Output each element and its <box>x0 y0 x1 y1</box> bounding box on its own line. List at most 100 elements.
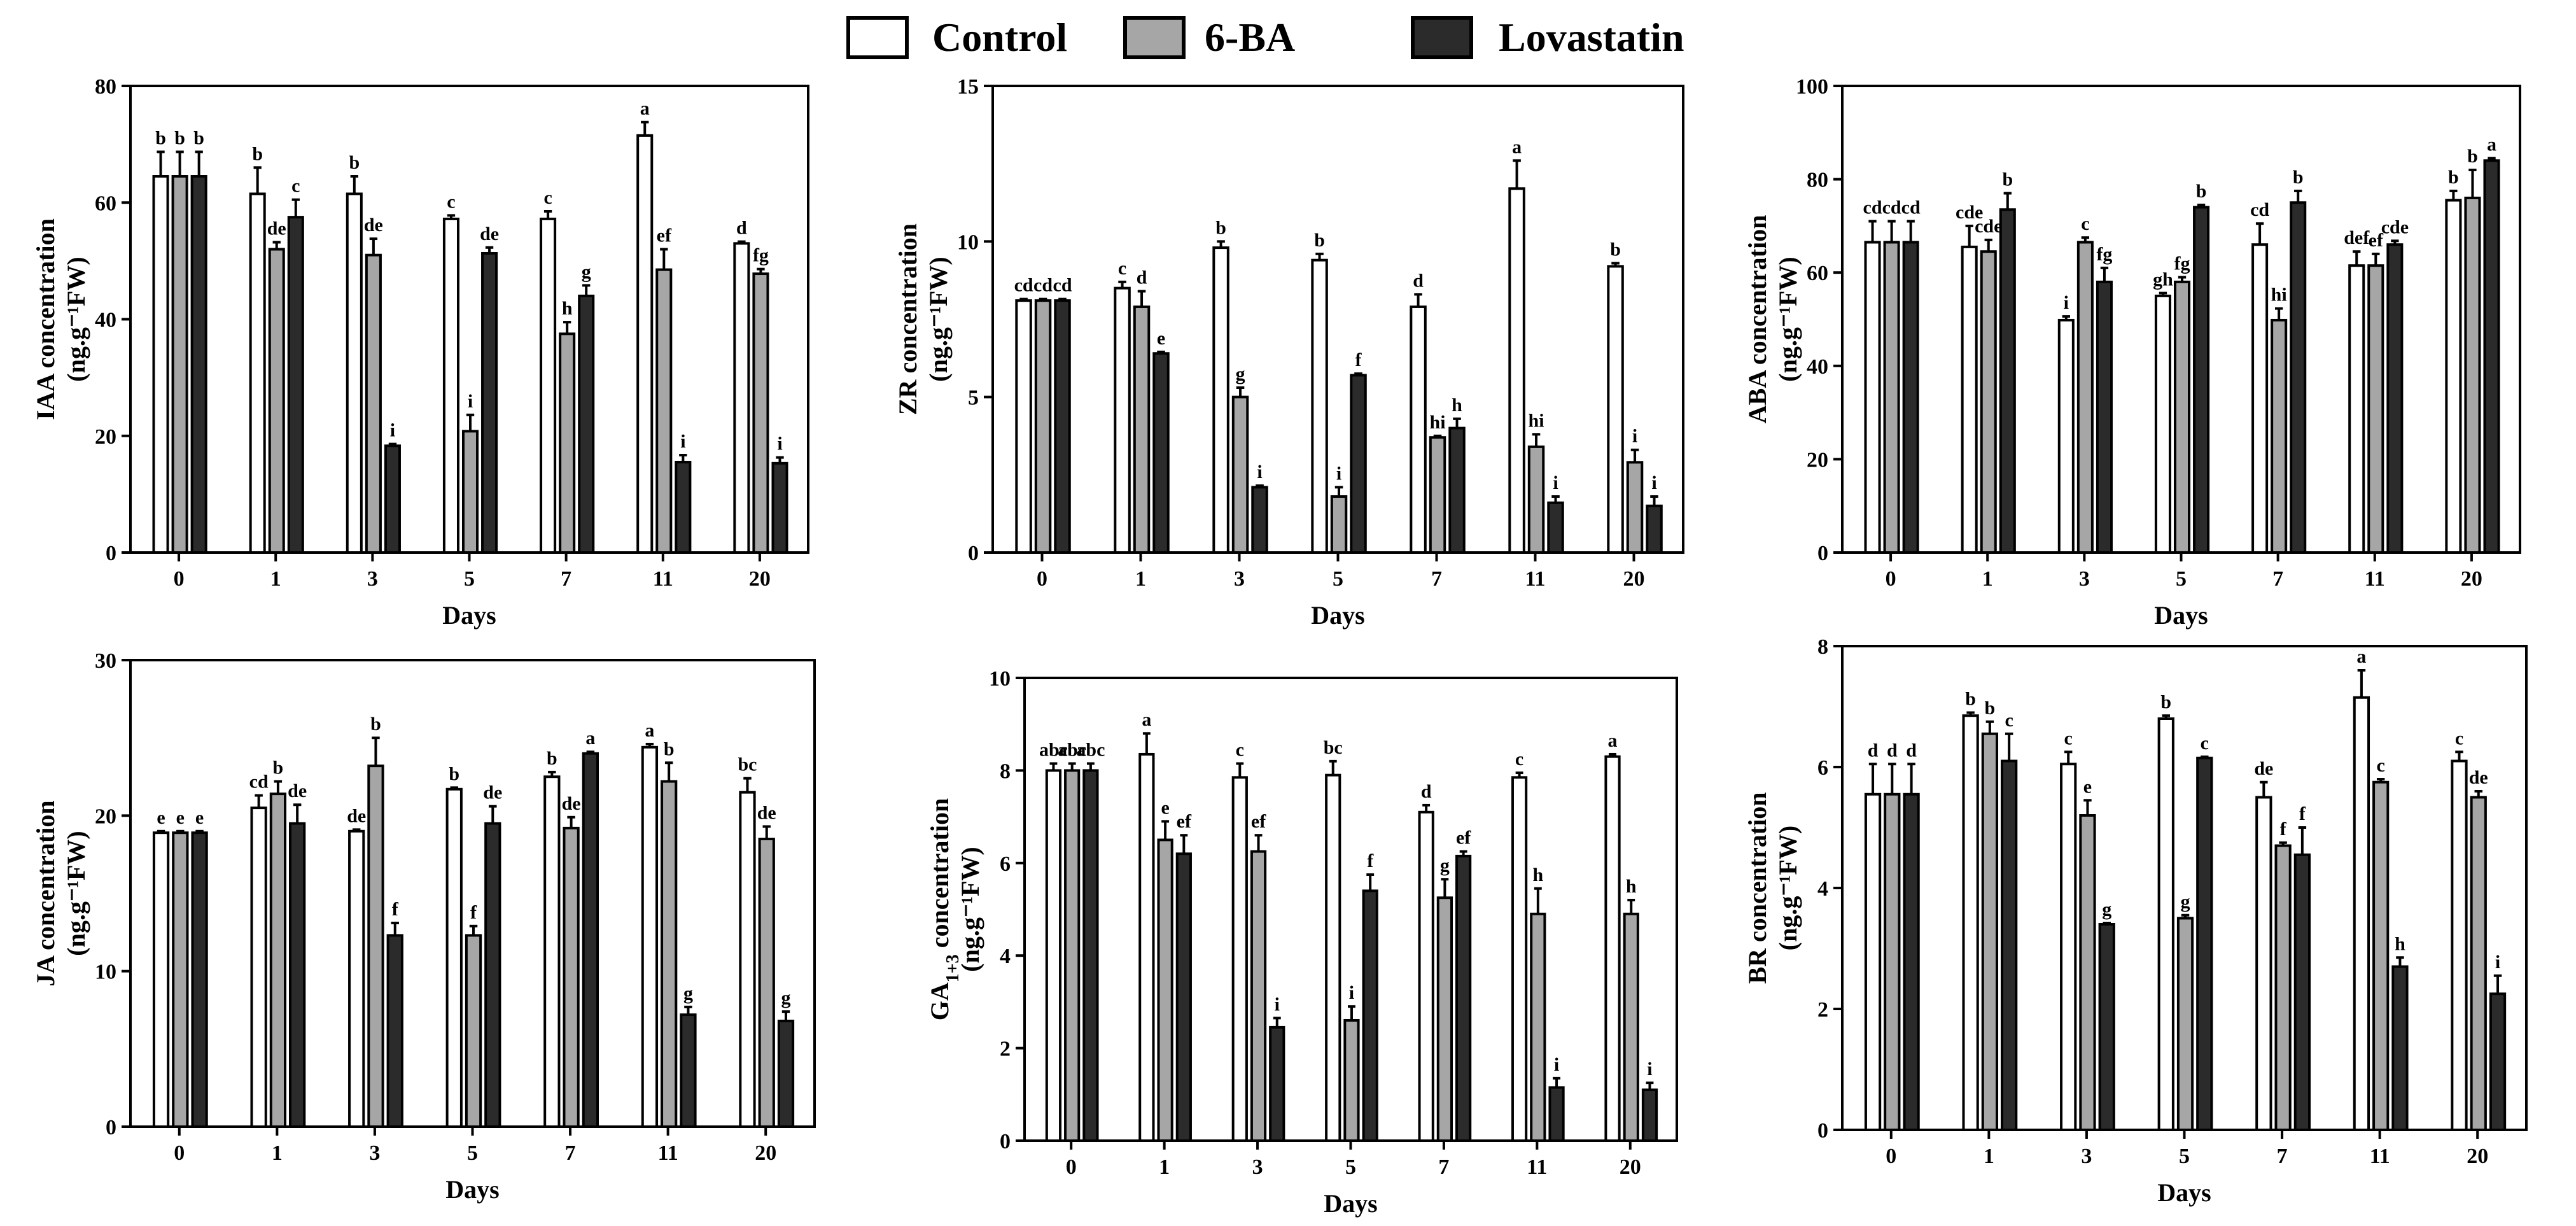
significance-letter: h <box>1532 864 1543 885</box>
bar <box>1138 752 1155 1142</box>
bar <box>2348 264 2365 554</box>
y-tick-label: 0 <box>1000 1130 1011 1153</box>
significance-letter: cd <box>249 772 269 793</box>
significance-letter: c <box>2201 733 2209 754</box>
y-tick-label: 40 <box>1807 355 1828 379</box>
significance-letter: de <box>267 218 286 239</box>
significance-letter: d <box>736 218 747 239</box>
bar <box>445 787 463 1128</box>
y-tick-label: 8 <box>1817 635 1828 659</box>
bar <box>1231 776 1248 1143</box>
legend-label-lovastatin: Lovastatin <box>1499 15 1684 60</box>
significance-letter: e <box>2083 776 2092 797</box>
significance-letter: g <box>1236 363 1245 384</box>
x-tick-label: 1 <box>272 1141 283 1165</box>
bar <box>249 192 266 554</box>
significance-letter: c <box>1118 258 1126 279</box>
significance-letter: cd <box>1014 275 1033 296</box>
y-tick-label: 0 <box>968 542 979 565</box>
significance-letter: fg <box>2096 244 2112 265</box>
bar <box>563 826 580 1128</box>
significance-letter: i <box>468 391 473 412</box>
significance-letter: fg <box>2174 253 2190 274</box>
significance-letter: c <box>1236 739 1244 760</box>
bar <box>1448 426 1466 554</box>
significance-letter: cd <box>1882 197 1901 218</box>
significance-letter: f <box>1355 349 1362 370</box>
bar <box>1508 187 1525 554</box>
bar <box>2353 696 2370 1131</box>
significance-letter: c <box>291 176 300 197</box>
x-tick-label: 11 <box>2370 1145 2390 1168</box>
significance-letter: i <box>777 433 782 454</box>
legend-label-6ba: 6-BA <box>1205 15 1295 60</box>
x-axis-title: Days <box>2154 601 2208 630</box>
significance-letter: c <box>543 187 552 208</box>
significance-letter: f <box>1367 850 1374 871</box>
bar <box>680 1013 697 1128</box>
bar <box>190 175 207 554</box>
bar <box>2096 280 2113 554</box>
significance-letter: b <box>2293 167 2304 188</box>
significance-letter: f <box>2299 803 2306 824</box>
bar <box>641 745 659 1128</box>
significance-letter: h <box>2395 933 2405 954</box>
significance-letter: d <box>1413 270 1424 291</box>
bar <box>384 444 401 554</box>
significance-letter: fg <box>753 245 769 266</box>
x-tick-label: 11 <box>658 1141 678 1165</box>
significance-letter: h <box>562 298 573 319</box>
x-tick-label: 7 <box>561 567 571 591</box>
significance-letter: cde <box>1956 202 1983 223</box>
bar <box>1902 241 1919 554</box>
x-tick-label: 3 <box>367 567 378 591</box>
x-tick-label: 1 <box>1135 567 1146 591</box>
significance-letter: cde <box>1975 216 2002 237</box>
significance-letter: g <box>683 983 693 1004</box>
significance-letter: a <box>2356 646 2366 667</box>
bar <box>1511 776 1528 1143</box>
bar <box>1410 305 1427 554</box>
significance-letter: g <box>582 261 591 282</box>
x-tick-label: 5 <box>1333 567 1343 591</box>
bar <box>2251 243 2269 554</box>
bar <box>2483 159 2500 554</box>
bar <box>2391 965 2409 1131</box>
bar <box>289 822 306 1129</box>
bar <box>578 294 595 554</box>
significance-letter: c <box>2377 755 2385 776</box>
significance-letter: h <box>1452 395 1462 416</box>
bar <box>2464 196 2481 554</box>
bar <box>2367 264 2384 554</box>
significance-letter: g <box>1440 855 1450 876</box>
bar <box>2060 763 2077 1131</box>
bar <box>1157 838 1173 1142</box>
bar <box>2271 318 2288 554</box>
bar <box>1054 299 1071 554</box>
significance-letter: def <box>2344 227 2370 248</box>
bar <box>250 807 267 1129</box>
significance-letter: cd <box>1901 197 1921 218</box>
y-tick-label: 5 <box>968 386 979 410</box>
x-tick-label: 11 <box>653 567 673 591</box>
bar <box>1961 245 1978 554</box>
x-tick-label: 5 <box>1345 1155 1356 1179</box>
bar <box>1626 461 1644 554</box>
significance-letter: cd <box>1863 197 1882 218</box>
significance-letter: cd <box>1033 275 1053 296</box>
significance-letter: ef <box>1251 811 1266 832</box>
y-tick-label: 80 <box>1807 169 1828 192</box>
significance-letter: ef <box>657 225 672 246</box>
bar <box>1884 793 1901 1131</box>
bar <box>1114 286 1131 554</box>
significance-letter: d <box>1887 740 1898 761</box>
bar <box>1152 352 1170 554</box>
significance-letter: bc <box>1324 737 1343 758</box>
significance-letter: i <box>1275 994 1280 1015</box>
x-tick-label: 11 <box>1525 567 1545 591</box>
bar <box>559 332 576 554</box>
significance-letter: b <box>1215 217 1226 238</box>
bar <box>661 780 678 1128</box>
